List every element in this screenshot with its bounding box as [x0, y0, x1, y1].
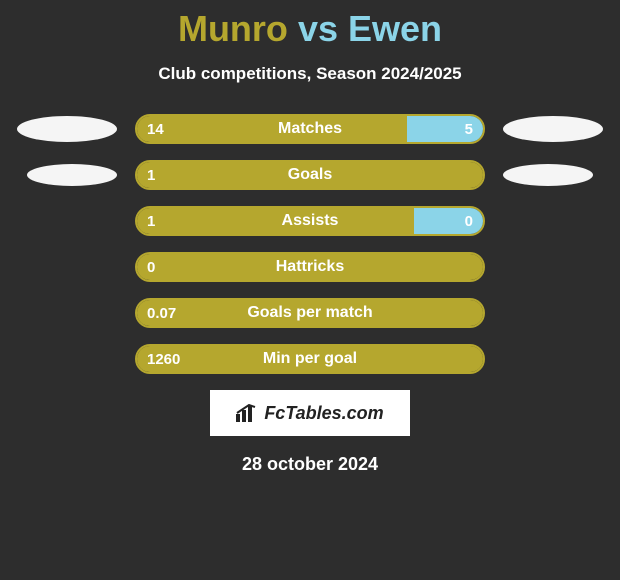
subtitle: Club competitions, Season 2024/2025 — [0, 64, 620, 84]
player2-badge — [503, 164, 593, 186]
comparison-title: Munro vs Ewen — [0, 0, 620, 50]
stat-label: Goals — [137, 162, 483, 188]
stat-row: 1Goals — [0, 160, 620, 190]
vs-text: vs — [298, 8, 338, 49]
player1-badge — [27, 164, 117, 186]
stat-row: 10Assists — [0, 206, 620, 236]
stat-bar: 1Goals — [135, 160, 485, 190]
stat-bar: 0Hattricks — [135, 252, 485, 282]
stat-label: Matches — [137, 116, 483, 142]
stat-bar: 145Matches — [135, 114, 485, 144]
stat-label: Assists — [137, 208, 483, 234]
stats-chart: 145Matches 1Goals 10Assists 0Hattricks 0.07G… — [0, 114, 620, 374]
player1-badge — [17, 116, 117, 142]
source-logo: FcTables.com — [210, 390, 410, 436]
stat-bar: 10Assists — [135, 206, 485, 236]
stat-bar: 1260Min per goal — [135, 344, 485, 374]
player2-badge — [503, 116, 603, 142]
player2-name: Ewen — [348, 8, 442, 49]
date-label: 28 october 2024 — [0, 454, 620, 475]
logo-text: FcTables.com — [264, 403, 383, 424]
stat-label: Goals per match — [137, 300, 483, 326]
stat-row: 145Matches — [0, 114, 620, 144]
stat-label: Min per goal — [137, 346, 483, 372]
player1-name: Munro — [178, 8, 288, 49]
stat-row: 0.07Goals per match — [0, 298, 620, 328]
chart-icon — [236, 404, 258, 422]
stat-label: Hattricks — [137, 254, 483, 280]
stat-row: 0Hattricks — [0, 252, 620, 282]
stat-bar: 0.07Goals per match — [135, 298, 485, 328]
stat-row: 1260Min per goal — [0, 344, 620, 374]
